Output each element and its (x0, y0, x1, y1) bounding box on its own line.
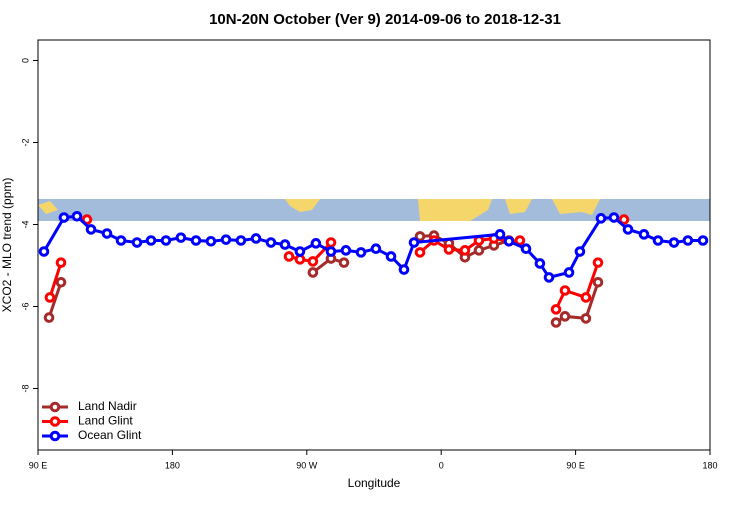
point (235, 235, 247, 246)
x-tick-label: 90 E (29, 460, 48, 470)
point (550, 304, 562, 315)
point (250, 233, 262, 244)
point (550, 317, 562, 328)
legend-marker (49, 401, 61, 413)
point (443, 244, 455, 255)
land (552, 199, 600, 215)
point (283, 251, 295, 262)
y-tick-label: -2 (20, 138, 30, 146)
series (38, 211, 709, 283)
land (505, 199, 532, 214)
point (682, 235, 694, 246)
point (414, 247, 426, 258)
point (622, 224, 634, 235)
point (385, 251, 397, 262)
point (592, 257, 604, 268)
point (310, 238, 322, 249)
point (307, 256, 319, 267)
point (355, 247, 367, 258)
point (559, 311, 571, 322)
point (592, 277, 604, 288)
x-axis-title: Longitude (348, 476, 401, 490)
point (115, 235, 127, 246)
y-tick-label: 0 (20, 58, 30, 63)
point (190, 235, 202, 246)
point (559, 285, 571, 296)
point (398, 264, 410, 275)
plot-frame (37, 39, 711, 451)
point (85, 224, 97, 235)
point (503, 236, 515, 247)
point (414, 231, 426, 242)
point (81, 214, 93, 225)
point (205, 236, 217, 247)
y-axis-title: XCO2 - MLO trend (ppm) (0, 178, 14, 313)
point (145, 235, 157, 246)
point (38, 246, 50, 257)
y-tick-label: -8 (20, 384, 30, 392)
legend-marker (49, 430, 61, 442)
point (44, 292, 56, 303)
point (563, 267, 575, 278)
point (175, 232, 187, 243)
chart-title: 10N-20N October (Ver 9) 2014-09-06 to 20… (209, 11, 561, 28)
legend-label: Land Nadir (78, 399, 137, 413)
point (55, 277, 67, 288)
point (494, 229, 506, 240)
point (652, 235, 664, 246)
point (325, 246, 337, 257)
land (418, 199, 492, 221)
point (370, 243, 382, 254)
point (338, 257, 350, 268)
point (408, 237, 420, 248)
point (55, 257, 67, 268)
point (459, 245, 471, 256)
legend-label: Ocean Glint (78, 428, 142, 442)
point (618, 214, 630, 225)
x-tick-label: 180 (165, 460, 180, 470)
point (543, 272, 555, 283)
point (43, 312, 55, 323)
point (595, 213, 607, 224)
point (220, 234, 232, 245)
point (265, 237, 277, 248)
point (325, 237, 337, 248)
ocean-band (38, 199, 710, 221)
point (580, 292, 592, 303)
point (668, 237, 680, 248)
map-strip (38, 199, 710, 221)
point (638, 229, 650, 240)
point (580, 313, 592, 324)
land (285, 199, 320, 212)
point (574, 246, 586, 257)
x-tick-label: 90 E (566, 460, 585, 470)
y-tick-label: -4 (20, 220, 30, 228)
point (520, 243, 532, 254)
x-tick-label: 180 (702, 460, 717, 470)
point (534, 258, 546, 269)
point (71, 211, 83, 222)
point (279, 239, 291, 250)
series (46, 216, 628, 313)
point (160, 235, 172, 246)
x-tick-label: 90 W (296, 460, 318, 470)
point (101, 228, 113, 239)
legend-label: Land Glint (78, 414, 133, 428)
y-tick-label: -6 (20, 302, 30, 310)
legend-marker (49, 416, 61, 427)
land (38, 201, 58, 214)
point (58, 212, 70, 223)
point (514, 235, 526, 246)
x-tick-label: 0 (439, 460, 444, 470)
point (340, 245, 352, 256)
point (294, 246, 306, 257)
point (697, 235, 709, 246)
point (131, 237, 143, 248)
point (307, 267, 319, 278)
point (608, 212, 620, 223)
point (473, 245, 485, 256)
